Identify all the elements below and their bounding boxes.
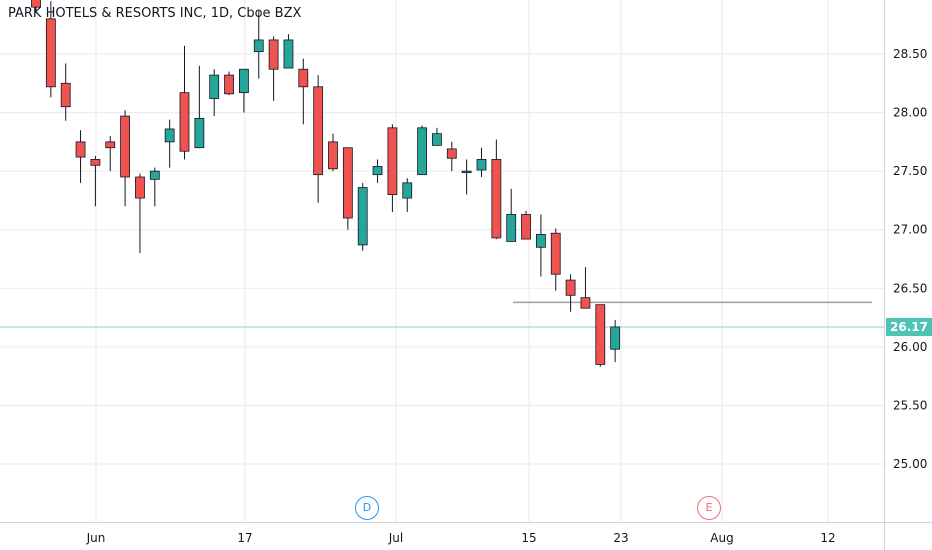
x-tick-label: 12 [820,531,835,545]
dividend-event-marker[interactable]: D [355,496,379,520]
candle-body[interactable] [328,141,338,170]
candle-body[interactable] [120,115,130,178]
candle-body[interactable] [224,74,234,95]
y-tick-label: 25.50 [893,398,927,412]
candle-body[interactable] [417,127,428,176]
chart-title: PARK HOTELS & RESORTS INC, 1D, Cboe BZX [8,6,302,21]
candle-body[interactable] [105,141,116,149]
candle-body[interactable] [253,39,264,53]
x-tick-label: 23 [613,531,628,545]
candle-body[interactable] [45,18,56,88]
y-tick-label: 25.00 [893,457,927,471]
candle-body[interactable] [610,326,621,350]
candle-body[interactable] [90,159,101,166]
x-tick-label: Jul [388,531,403,545]
candle-body[interactable] [536,233,546,248]
candle-body[interactable] [209,74,220,99]
candle-body[interactable] [506,214,517,242]
candle-body[interactable] [31,0,41,8]
candle-body[interactable] [238,68,249,94]
candle-body[interactable] [521,214,531,240]
candle-body[interactable] [595,304,606,365]
candle-body[interactable] [164,128,175,143]
earnings-event-marker[interactable]: E [697,496,721,520]
x-tick-label: 17 [237,531,252,545]
candle-body[interactable] [135,176,145,199]
candle-body[interactable] [268,39,279,70]
candle-body[interactable] [194,118,205,149]
candle-body[interactable] [75,141,86,158]
y-tick-label: 27.00 [893,223,927,237]
candle-body[interactable] [372,166,383,176]
candle-body[interactable] [60,82,71,108]
candle-body[interactable] [283,39,294,69]
candle-body[interactable] [432,133,442,146]
candle-body[interactable] [476,159,487,171]
last-price-label: 26.17 [886,317,932,336]
y-tick-label: 28.00 [893,106,927,120]
candle-body[interactable] [550,232,561,275]
candle-body[interactable] [461,170,472,174]
candle-body[interactable] [298,68,309,88]
candle-body[interactable] [491,159,502,239]
candle-body[interactable] [357,187,368,246]
y-tick-label: 28.50 [893,47,927,61]
candle-body[interactable] [313,86,324,176]
y-tick-label: 27.50 [893,164,927,178]
candle-body[interactable] [580,297,591,309]
candle-body[interactable] [387,127,398,195]
candle-body[interactable] [149,170,160,180]
x-tick-label: Aug [710,531,733,545]
y-tick-label: 26.50 [893,281,927,295]
candle-body[interactable] [342,147,353,219]
x-tick-label: 15 [521,531,536,545]
candle-body[interactable] [446,148,457,159]
x-tick-label: Jun [86,531,106,545]
candle-body[interactable] [179,92,190,152]
candle-body[interactable] [565,279,576,296]
candle-body[interactable] [402,182,413,199]
y-tick-label: 26.00 [893,340,927,354]
